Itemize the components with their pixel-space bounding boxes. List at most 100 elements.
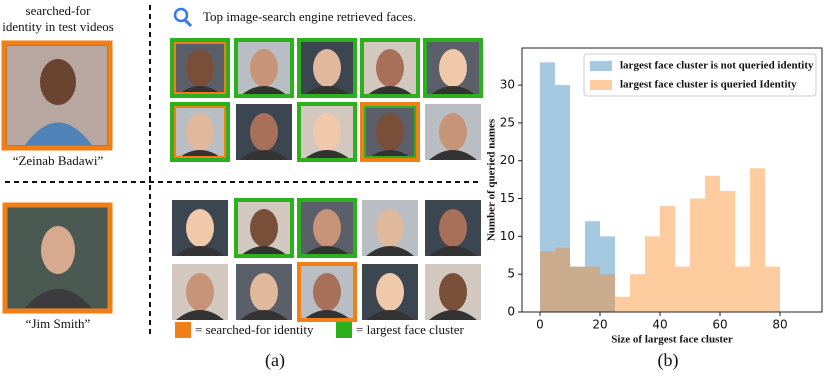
border <box>360 102 420 162</box>
bar <box>735 266 750 312</box>
legend-text: largest face cluster is not queried iden… <box>620 60 814 72</box>
x-axis-label: Size of largest face cluster <box>611 334 733 346</box>
shoulders <box>366 86 414 96</box>
bar <box>720 190 735 312</box>
legend-swatch <box>175 322 191 338</box>
legend-swatch <box>336 322 352 338</box>
border <box>360 38 420 98</box>
shoulders <box>366 310 414 320</box>
bar <box>630 274 645 312</box>
face <box>250 113 278 151</box>
shoulders <box>303 246 351 256</box>
y-axis-label: Number of queried names <box>486 118 498 241</box>
x-tick-label: 0 <box>536 318 544 332</box>
caption: searched-for <box>26 3 92 18</box>
border <box>174 106 226 158</box>
y-tick-label: 0 <box>507 305 515 319</box>
search-title: Top image-search engine retrieved faces. <box>203 9 416 24</box>
face-thumbnail <box>425 104 481 160</box>
bar <box>765 266 780 312</box>
face-grid <box>170 38 483 322</box>
face-thumbnail <box>423 38 483 98</box>
bar <box>600 236 615 312</box>
shoulders <box>240 246 288 256</box>
x-tick-label: 60 <box>712 318 727 332</box>
bar <box>585 266 600 312</box>
x-tick-label: 80 <box>772 318 787 332</box>
histogram: 0 20 40 60 80 0 5 10 15 20 25 30 Size of largest fac… <box>486 47 823 346</box>
bar <box>675 266 690 312</box>
border <box>423 38 483 98</box>
face <box>250 273 278 311</box>
face-thumbnail <box>425 200 481 256</box>
y-tick-label: 25 <box>500 115 515 129</box>
border <box>297 198 357 258</box>
face <box>439 113 467 151</box>
face <box>250 209 278 247</box>
face <box>313 209 341 247</box>
shoulders <box>176 310 224 320</box>
face-thumbnail <box>172 264 228 320</box>
face-thumbnail <box>172 200 228 256</box>
legend-swatch <box>590 80 612 90</box>
video-frame <box>2 202 113 314</box>
face-thumbnail <box>297 198 357 258</box>
bar <box>585 221 600 312</box>
y-tick-label: 30 <box>500 78 515 92</box>
face-thumbnail <box>170 102 230 162</box>
y-tick-label: 15 <box>500 191 515 205</box>
shoulders <box>240 86 288 96</box>
name: “Jim Smith” <box>26 316 91 331</box>
border <box>297 102 357 162</box>
bar <box>705 175 720 312</box>
shoulders <box>366 246 414 256</box>
panel-label: (a) <box>265 350 285 371</box>
shoulders <box>303 86 351 96</box>
face <box>439 273 467 311</box>
bar <box>540 62 555 312</box>
x-tick-label: 20 <box>592 318 607 332</box>
shoulders <box>429 246 477 256</box>
face <box>376 49 404 87</box>
face <box>186 113 214 151</box>
legend-text: = searched-for identity <box>195 322 314 337</box>
face <box>313 49 341 87</box>
shoulders <box>176 246 224 256</box>
video-frame <box>1 40 113 151</box>
face <box>186 209 214 247</box>
shoulders <box>303 150 351 160</box>
border <box>297 262 357 322</box>
panel-label: (b) <box>658 350 679 371</box>
face-thumbnail <box>234 198 294 258</box>
border <box>234 38 294 98</box>
bar <box>555 85 570 312</box>
y-tick-label: 10 <box>500 229 515 243</box>
face-thumbnail <box>297 262 357 322</box>
face-thumbnail <box>425 264 481 320</box>
bar <box>645 236 660 312</box>
face <box>313 273 341 311</box>
shoulders <box>429 150 477 160</box>
shoulders <box>429 310 477 320</box>
border <box>297 38 357 98</box>
legend-text: largest face cluster is queried Identity <box>620 79 797 91</box>
face-thumbnail <box>236 264 292 320</box>
bar <box>690 198 705 312</box>
face <box>376 273 404 311</box>
shoulders <box>429 86 477 96</box>
y-tick-label: 20 <box>500 153 515 167</box>
face <box>250 49 278 87</box>
bar <box>660 206 675 312</box>
face-thumbnail <box>297 38 357 98</box>
face <box>186 49 214 87</box>
shoulders <box>303 310 351 320</box>
face <box>439 49 467 87</box>
face <box>376 113 404 151</box>
bar <box>600 274 615 312</box>
name: “Zeinab Badawi” <box>13 153 104 168</box>
face-thumbnail <box>234 38 294 98</box>
border <box>170 102 230 162</box>
face-thumbnail <box>170 38 230 98</box>
border <box>364 106 416 158</box>
